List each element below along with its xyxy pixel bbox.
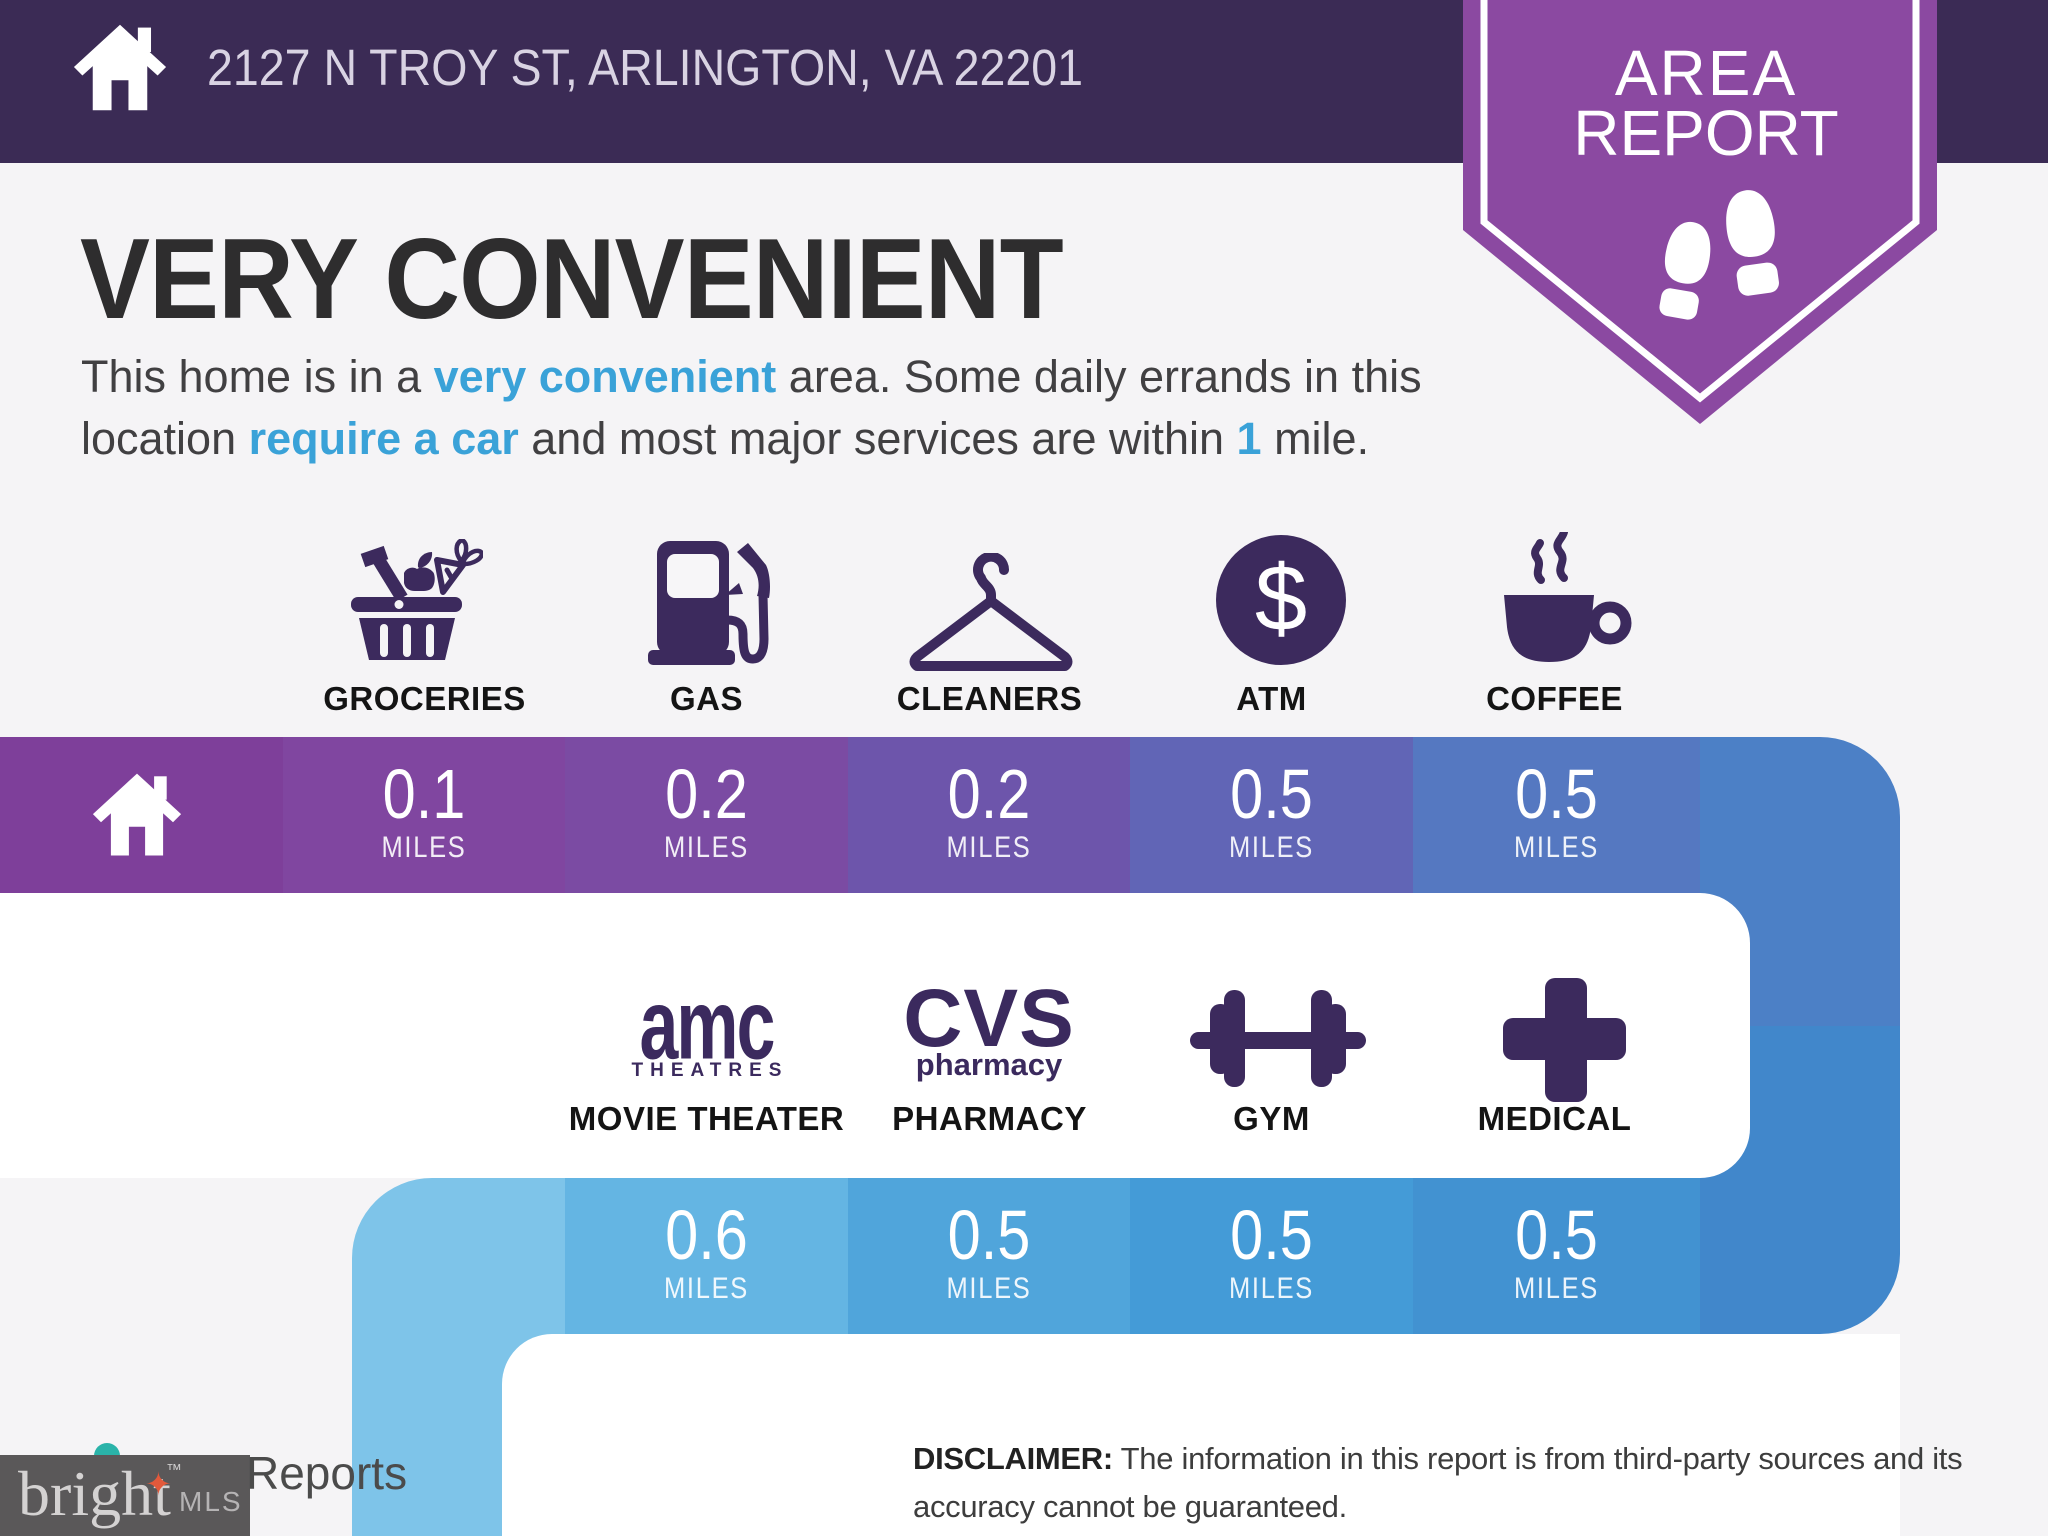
svg-text:REPORT: REPORT — [1573, 97, 1839, 169]
svg-text:AREA: AREA — [1615, 37, 1797, 109]
